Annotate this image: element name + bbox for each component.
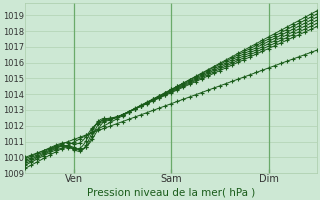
- X-axis label: Pression niveau de la mer( hPa ): Pression niveau de la mer( hPa ): [87, 187, 255, 197]
